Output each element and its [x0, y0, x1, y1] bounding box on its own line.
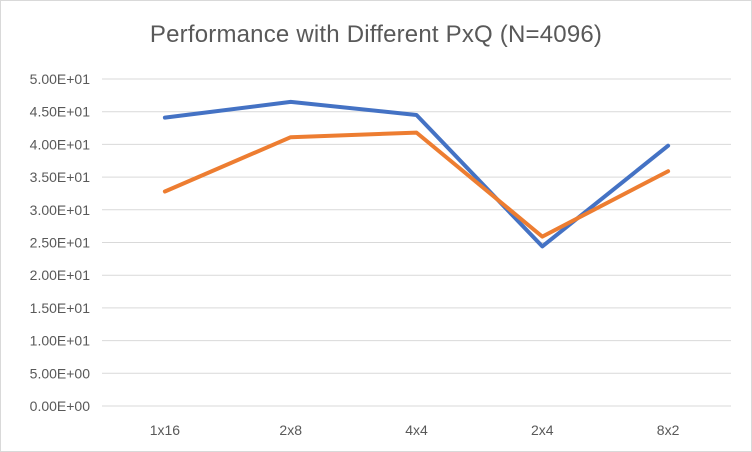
series-line-2	[165, 133, 668, 237]
y-tick-label: 1.00E+01	[30, 333, 91, 349]
y-tick-label: 2.00E+01	[30, 267, 91, 283]
y-tick-label: 5.00E+01	[30, 71, 91, 87]
x-tick-label: 1x16	[150, 422, 181, 438]
y-tick-label: 5.00E+00	[30, 365, 91, 381]
x-tick-label: 2x4	[531, 422, 554, 438]
y-tick-label: 2.50E+01	[30, 235, 91, 251]
x-tick-label: 2x8	[279, 422, 302, 438]
y-tick-label: 1.50E+01	[30, 300, 91, 316]
y-tick-label: 4.00E+01	[30, 136, 91, 152]
series-line-1	[165, 102, 668, 247]
y-tick-label: 3.00E+01	[30, 202, 91, 218]
y-tick-label: 0.00E+00	[30, 398, 91, 414]
y-tick-label: 4.50E+01	[30, 104, 91, 120]
x-tick-label: 4x4	[405, 422, 428, 438]
x-tick-label: 8x2	[657, 422, 680, 438]
y-tick-label: 3.50E+01	[30, 169, 91, 185]
